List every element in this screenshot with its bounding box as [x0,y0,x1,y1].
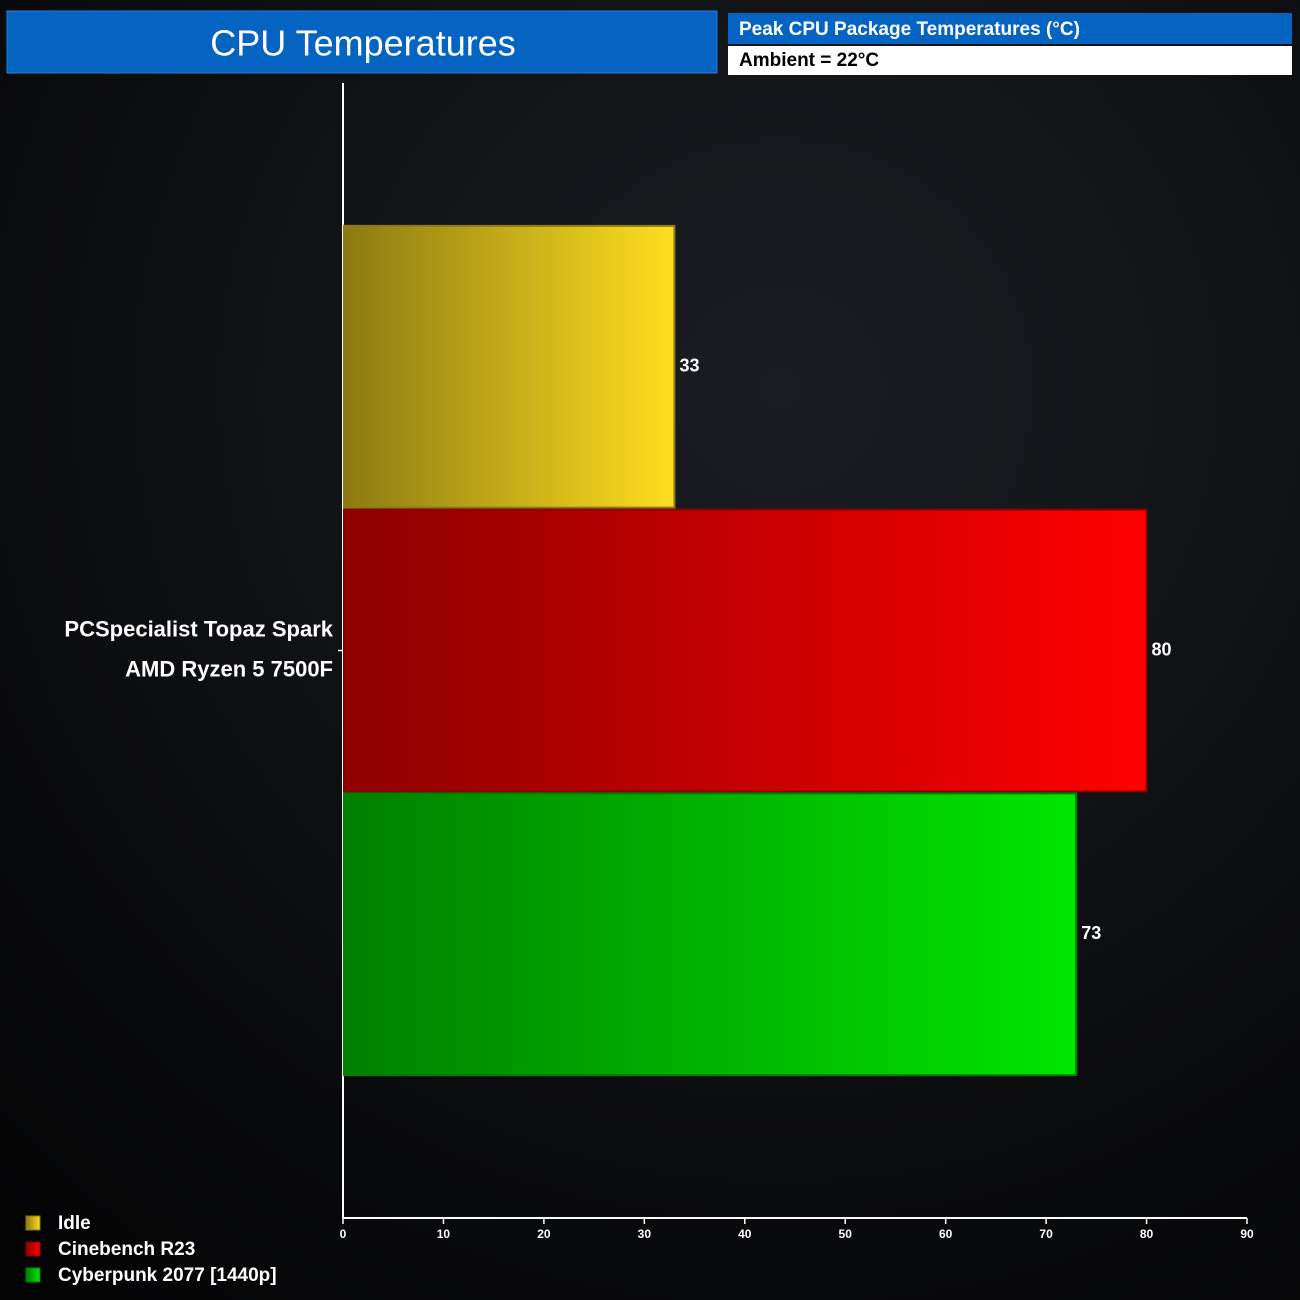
legend-label: Cyberpunk 2077 [1440p] [58,1265,277,1286]
legend-label: Cinebench R23 [58,1239,195,1260]
value-label: 73 [1081,923,1101,943]
legend-label: Idle [58,1213,91,1234]
chart-title: CPU Temperatures [210,23,515,64]
x-tick-label: 70 [1039,1227,1053,1241]
subtitle: Peak CPU Package Temperatures (°C) [739,19,1080,40]
legend-swatch [25,1241,41,1257]
y-tick-label: AMD Ryzen 5 7500F [125,656,333,681]
note-box [728,46,1292,75]
x-tick-label: 80 [1140,1227,1154,1241]
value-label: 33 [679,356,699,376]
x-tick-label: 10 [437,1227,451,1241]
x-tick-label: 30 [638,1227,652,1241]
x-tick-label: 50 [839,1227,853,1241]
y-tick-label: PCSpecialist Topaz Spark [64,616,333,641]
x-tick-label: 60 [939,1227,953,1241]
x-tick-label: 0 [340,1227,347,1241]
value-label: 80 [1152,639,1172,659]
x-tick-label: 90 [1240,1227,1254,1241]
bar [343,792,1078,1077]
legend-swatch [25,1215,41,1231]
bar [343,224,676,509]
x-tick-label: 40 [738,1227,752,1241]
legend-swatch [25,1267,41,1283]
note: Ambient = 22°C [739,50,879,71]
bar [343,508,1148,793]
subtitle-box [728,13,1292,44]
title-box [6,10,718,74]
x-tick-label: 20 [537,1227,551,1241]
